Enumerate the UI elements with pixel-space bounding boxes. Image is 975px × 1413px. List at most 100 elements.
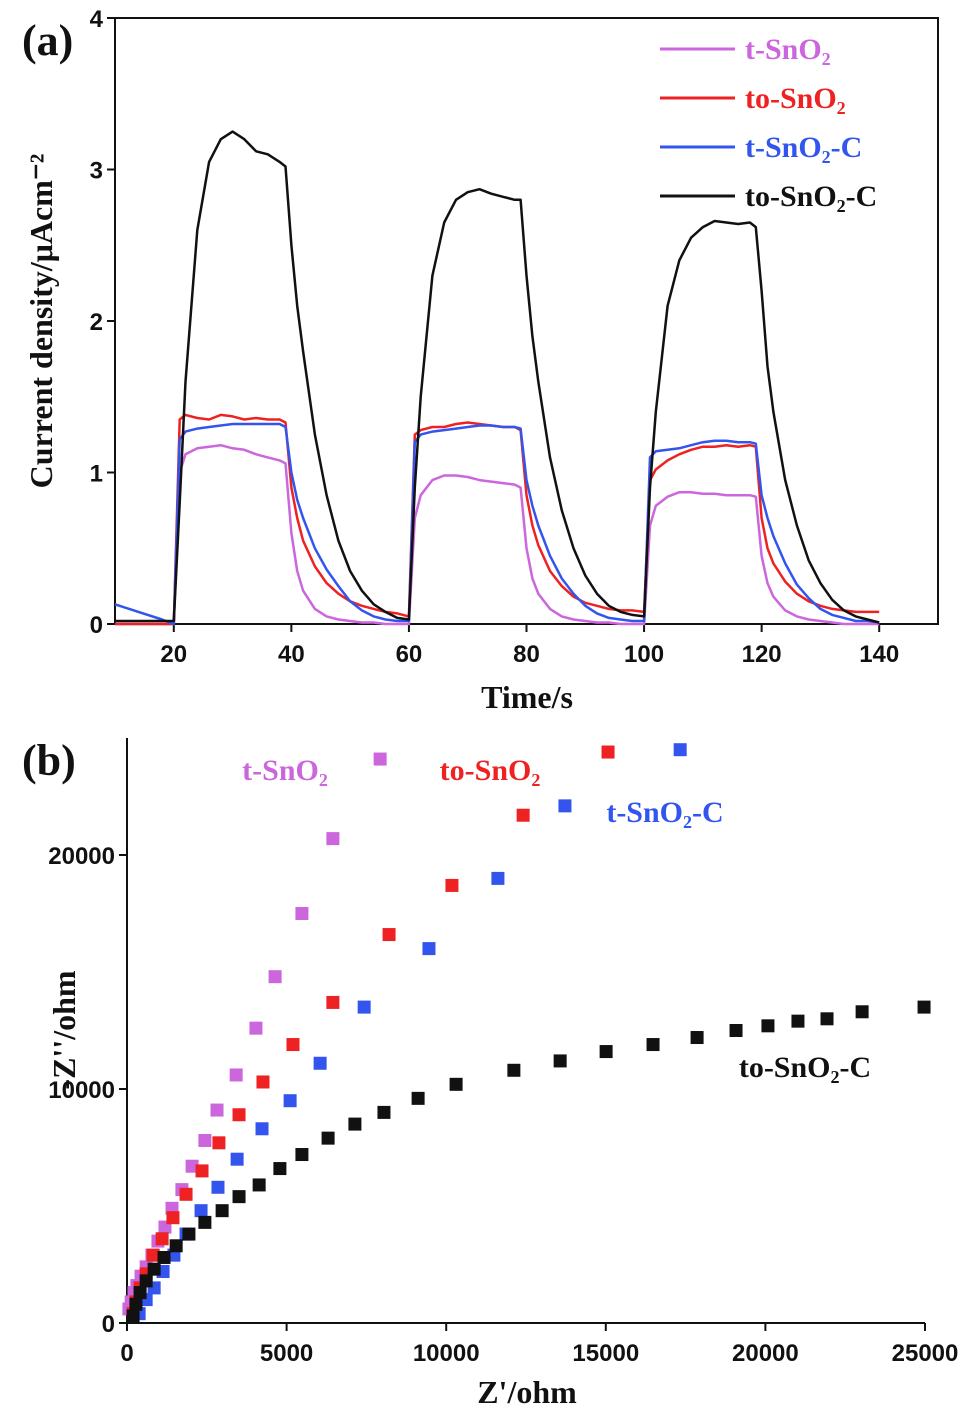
data-point bbox=[791, 1014, 805, 1028]
data-point bbox=[286, 1038, 300, 1052]
legend-label: to-SnO₂-C bbox=[745, 180, 877, 213]
y-tick-label: 0 bbox=[90, 612, 103, 639]
data-point bbox=[601, 745, 615, 759]
y-tick-label: 1 bbox=[90, 461, 103, 488]
data-point bbox=[249, 1021, 263, 1035]
data-point bbox=[133, 1286, 147, 1300]
y-tick-label: 3 bbox=[90, 158, 103, 185]
series-line bbox=[115, 130, 880, 624]
data-point bbox=[326, 832, 340, 846]
x-axis-label: Time/s bbox=[481, 679, 573, 715]
x-tick-label: 15000 bbox=[572, 1340, 639, 1367]
y-tick-label: 20000 bbox=[48, 843, 115, 870]
data-point bbox=[166, 1211, 180, 1225]
x-tick-label: 10000 bbox=[413, 1340, 480, 1367]
legend-label: to-SnO₂ bbox=[745, 82, 846, 115]
data-point bbox=[268, 970, 282, 984]
data-point bbox=[373, 752, 387, 766]
series-label: t-SnO₂ bbox=[242, 754, 328, 787]
data-point bbox=[198, 1215, 212, 1229]
data-point bbox=[211, 1180, 225, 1194]
data-point bbox=[129, 1297, 143, 1311]
data-point bbox=[273, 1162, 287, 1176]
data-point bbox=[155, 1232, 169, 1246]
data-point bbox=[357, 1000, 371, 1014]
x-tick-label: 0 bbox=[120, 1340, 133, 1367]
data-point bbox=[558, 799, 572, 813]
legend-label: t-SnO₂ bbox=[745, 33, 831, 66]
x-tick-label: 20000 bbox=[732, 1340, 799, 1367]
data-point bbox=[917, 1000, 931, 1014]
data-point bbox=[348, 1117, 362, 1131]
data-point bbox=[146, 1248, 160, 1262]
data-point bbox=[256, 1075, 270, 1089]
data-point bbox=[411, 1091, 425, 1105]
data-point bbox=[646, 1038, 660, 1052]
data-point bbox=[295, 1148, 309, 1162]
data-point bbox=[126, 1309, 140, 1323]
x-tick-label: 5000 bbox=[260, 1340, 313, 1367]
data-point bbox=[255, 1122, 269, 1136]
data-point bbox=[321, 1131, 335, 1145]
data-point bbox=[445, 878, 459, 892]
y-tick-label: 0 bbox=[102, 1311, 115, 1338]
data-point bbox=[507, 1063, 521, 1077]
data-point bbox=[516, 808, 530, 822]
data-point bbox=[553, 1054, 567, 1068]
x-tick-label: 20 bbox=[160, 641, 187, 668]
data-point bbox=[210, 1103, 224, 1117]
data-point bbox=[729, 1024, 743, 1037]
series-line bbox=[115, 443, 880, 626]
data-point bbox=[147, 1262, 161, 1276]
data-point bbox=[185, 1159, 199, 1173]
data-point bbox=[377, 1105, 391, 1119]
data-point bbox=[449, 1077, 463, 1091]
data-point bbox=[690, 1031, 704, 1045]
data-point bbox=[761, 1019, 775, 1033]
x-tick-label: 80 bbox=[513, 641, 540, 668]
series-label: to-SnO₂-C bbox=[739, 1051, 871, 1084]
data-point bbox=[326, 995, 340, 1009]
x-tick-label: 60 bbox=[396, 641, 423, 668]
series-label: to-SnO₂ bbox=[440, 754, 541, 787]
data-point bbox=[229, 1068, 243, 1082]
x-tick-label: 120 bbox=[742, 641, 782, 668]
data-point bbox=[198, 1133, 212, 1147]
data-point bbox=[295, 907, 309, 920]
data-point bbox=[855, 1005, 869, 1019]
data-point bbox=[230, 1152, 244, 1166]
data-point bbox=[215, 1204, 229, 1218]
data-point bbox=[673, 743, 687, 757]
data-point bbox=[252, 1178, 266, 1192]
legend-label: t-SnO₂-C bbox=[745, 131, 862, 164]
data-point bbox=[212, 1136, 226, 1150]
data-point bbox=[194, 1204, 208, 1218]
y-tick-label: 4 bbox=[90, 6, 104, 33]
data-point bbox=[182, 1227, 196, 1241]
data-point bbox=[139, 1274, 153, 1288]
data-point bbox=[232, 1108, 246, 1122]
data-point bbox=[169, 1239, 183, 1253]
data-point bbox=[313, 1056, 327, 1070]
data-point bbox=[179, 1187, 193, 1201]
x-tick-label: 100 bbox=[624, 641, 664, 668]
x-tick-label: 40 bbox=[278, 641, 305, 668]
series-label: t-SnO₂-C bbox=[606, 796, 723, 829]
x-tick-label: 25000 bbox=[892, 1340, 959, 1367]
panel-label: (b) bbox=[22, 736, 76, 785]
y-tick-label: 2 bbox=[90, 309, 103, 336]
data-point bbox=[195, 1164, 209, 1178]
panel-label: (a) bbox=[22, 16, 73, 65]
y-axis-label: -Z''/ohm bbox=[46, 970, 82, 1089]
y-axis-label: Current density/μAcm⁻² bbox=[23, 154, 59, 489]
data-point bbox=[283, 1094, 297, 1108]
data-point bbox=[157, 1250, 171, 1264]
x-axis-label: Z'/ohm bbox=[477, 1374, 577, 1410]
data-point bbox=[820, 1012, 834, 1026]
series-line bbox=[114, 422, 880, 626]
data-point bbox=[382, 928, 396, 942]
data-point bbox=[232, 1190, 246, 1204]
data-point bbox=[491, 871, 505, 885]
data-point bbox=[599, 1045, 613, 1059]
